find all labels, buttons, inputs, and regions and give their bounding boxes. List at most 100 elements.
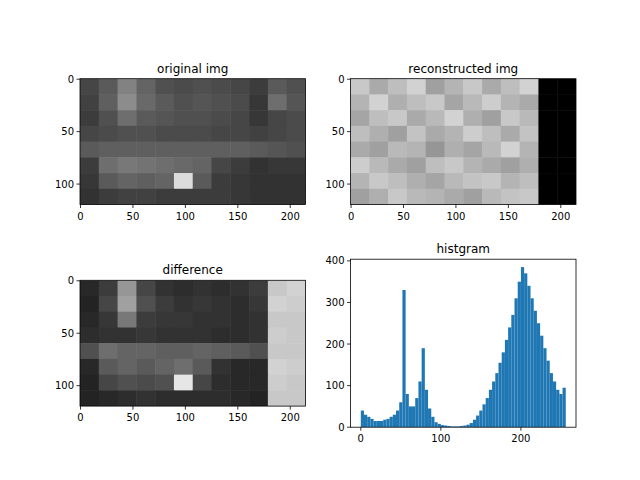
histogram-bar xyxy=(515,298,518,427)
pixel-cell xyxy=(287,173,306,189)
pixel-cell xyxy=(287,359,306,375)
pixel-cell xyxy=(249,110,268,126)
x-tick-label: 150 xyxy=(499,211,518,222)
pixel-cell xyxy=(80,280,99,296)
axes: 01002000100200300400histgram xyxy=(325,242,576,444)
pixel-cell xyxy=(193,189,212,205)
pixel-cell xyxy=(287,126,306,142)
x-tick xyxy=(440,427,441,431)
plot-area xyxy=(80,79,305,205)
pixel-cell xyxy=(174,343,193,359)
x-tick-label: 200 xyxy=(551,211,570,222)
pixel-cell xyxy=(155,375,174,391)
histogram-bar xyxy=(473,420,476,427)
pixel-cell xyxy=(118,390,137,406)
pixel-cell xyxy=(501,189,520,205)
histogram-bar xyxy=(415,398,418,427)
pixel-cell xyxy=(463,157,482,173)
pixel-cell xyxy=(174,94,193,110)
pixel-cell xyxy=(136,375,155,391)
pixel-cell xyxy=(136,312,155,328)
y-tick xyxy=(77,385,81,386)
pixel-cell xyxy=(249,173,268,189)
histogram-bar xyxy=(527,286,530,427)
pixel-cell xyxy=(118,296,137,312)
pixel-cell xyxy=(118,189,137,205)
pixel-cell xyxy=(193,157,212,173)
x-tick xyxy=(351,205,352,209)
histogram-bar xyxy=(547,361,550,428)
pixel-cell xyxy=(212,94,231,110)
plot-area xyxy=(361,267,566,427)
histogram-bar xyxy=(540,336,543,427)
pixel-cell xyxy=(249,79,268,95)
histogram-bar xyxy=(361,411,364,428)
pixel-cell xyxy=(99,94,118,110)
pixel-cell xyxy=(230,312,249,328)
histogram-bar xyxy=(553,381,556,427)
x-tick-label: 100 xyxy=(446,211,465,222)
histogram-bar xyxy=(495,373,498,427)
pixel-cell xyxy=(538,189,557,205)
y-tick-label: 200 xyxy=(325,339,344,350)
pixel-cell xyxy=(249,327,268,343)
pixel-cell xyxy=(193,375,212,391)
x-tick xyxy=(80,406,81,410)
x-tick xyxy=(132,406,133,410)
histogram-bar xyxy=(425,390,428,427)
pixel-cell xyxy=(155,312,174,328)
axes-frame xyxy=(351,259,576,427)
axes-title: original img xyxy=(157,62,228,76)
pixel-cell xyxy=(249,142,268,158)
pixel-cell xyxy=(230,142,249,158)
pixel-cell xyxy=(230,359,249,375)
pixel-cell xyxy=(212,110,231,126)
pixel-cell xyxy=(212,79,231,95)
histogram-bar xyxy=(521,267,524,427)
y-tick xyxy=(77,280,81,281)
pixel-cell xyxy=(174,312,193,328)
x-tick-label: 0 xyxy=(77,211,83,222)
pixel-cell xyxy=(80,142,99,158)
pixel-cell xyxy=(369,94,388,110)
x-tick xyxy=(237,205,238,209)
y-tick-label: 100 xyxy=(55,380,74,391)
histogram-bar xyxy=(386,419,389,427)
pixel-cell xyxy=(287,110,306,126)
figure: 050100150200050100original img0501001502… xyxy=(0,0,640,480)
histogram-bar xyxy=(431,417,434,427)
histogram-bar xyxy=(393,415,396,427)
pixel-cell xyxy=(249,126,268,142)
pixel-cell xyxy=(268,142,287,158)
axes: 050100150200050100original img xyxy=(55,62,306,222)
pixel-cell xyxy=(426,110,445,126)
x-tick xyxy=(520,427,521,431)
pixel-cell xyxy=(118,359,137,375)
histogram-bar xyxy=(537,323,540,427)
pixel-cell xyxy=(230,173,249,189)
pixel-cell xyxy=(501,94,520,110)
pixel-cell xyxy=(249,94,268,110)
pixel-cell xyxy=(369,79,388,95)
x-tick xyxy=(455,205,456,209)
histogram-bar xyxy=(409,406,412,427)
pixel-cell xyxy=(118,126,137,142)
histogram-bar xyxy=(422,348,425,427)
axes: 050100150200050100difference xyxy=(55,263,306,423)
pixel-cell xyxy=(557,126,576,142)
pixel-cell xyxy=(174,280,193,296)
pixel-cell xyxy=(268,390,287,406)
y-tick xyxy=(347,184,351,185)
pixel-cell xyxy=(80,375,99,391)
y-tick-label: 0 xyxy=(338,74,344,85)
pixel-cell xyxy=(351,157,370,173)
histogram-bar xyxy=(505,340,508,427)
axes-title: difference xyxy=(163,263,223,277)
pixel-cell xyxy=(212,359,231,375)
pixel-cell xyxy=(268,94,287,110)
pixel-cell xyxy=(212,390,231,406)
pixel-cell xyxy=(287,157,306,173)
pixel-cell xyxy=(99,126,118,142)
pixel-cell xyxy=(501,173,520,189)
pixel-cell xyxy=(80,126,99,142)
